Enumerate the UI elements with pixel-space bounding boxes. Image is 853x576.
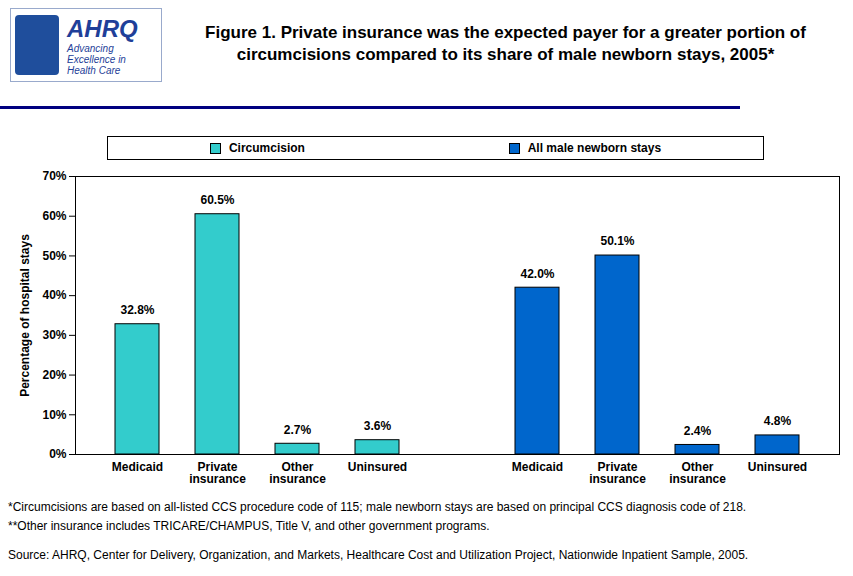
svg-text:50.1%: 50.1% xyxy=(600,234,634,248)
svg-text:Medicaid: Medicaid xyxy=(112,460,163,474)
html-text:Source: AHRQ, Center for Deliv: Source: AHRQ, Center for Delivery, Organ… xyxy=(8,548,749,562)
svg-text:Uninsured: Uninsured xyxy=(748,460,807,474)
svg-text:60.5%: 60.5% xyxy=(200,193,234,207)
svg-text:3.6%: 3.6% xyxy=(364,419,392,433)
svg-text:2.7%: 2.7% xyxy=(284,423,312,437)
html-text:*Circumcisions are based on al: *Circumcisions are based on all-listed C… xyxy=(8,500,747,514)
svg-text:40%: 40% xyxy=(42,288,66,302)
svg-text:0%: 0% xyxy=(49,447,67,461)
html-text:AHRQ: AHRQ xyxy=(67,14,138,42)
html-text:All male newborn stays: All male newborn stays xyxy=(527,141,662,155)
html-text:Figure 1. Private insurance wa: Figure 1. Private insurance was the expe… xyxy=(205,23,806,64)
svg-text:Percentage of hospital stays: Percentage of hospital stays xyxy=(18,234,32,397)
svg-text:2.4%: 2.4% xyxy=(684,424,712,438)
svg-text:Otherinsurance: Otherinsurance xyxy=(269,460,326,486)
html-text:Advancing Excellence in Health: Advancing Excellence in Health Care xyxy=(67,42,126,76)
svg-text:60%: 60% xyxy=(42,209,66,223)
svg-text:42.0%: 42.0% xyxy=(520,267,554,281)
html-text:Circumcision: Circumcision xyxy=(228,141,305,155)
svg-text:10%: 10% xyxy=(42,408,66,422)
svg-text:Medicaid: Medicaid xyxy=(512,460,563,474)
svg-text:70%: 70% xyxy=(42,169,66,183)
svg-text:20%: 20% xyxy=(42,368,66,382)
svg-text:Uninsured: Uninsured xyxy=(348,460,407,474)
svg-text:50%: 50% xyxy=(42,249,66,263)
svg-text:30%: 30% xyxy=(42,328,66,342)
svg-text:4.8%: 4.8% xyxy=(764,414,792,428)
svg-text:Otherinsurance: Otherinsurance xyxy=(669,460,726,486)
svg-text:32.8%: 32.8% xyxy=(120,303,154,317)
html-text:**Other insurance includes TRI: **Other insurance includes TRICARE/CHAMP… xyxy=(8,519,490,533)
svg-text:Privateinsurance: Privateinsurance xyxy=(189,460,246,486)
svg-text:Privateinsurance: Privateinsurance xyxy=(589,460,646,486)
